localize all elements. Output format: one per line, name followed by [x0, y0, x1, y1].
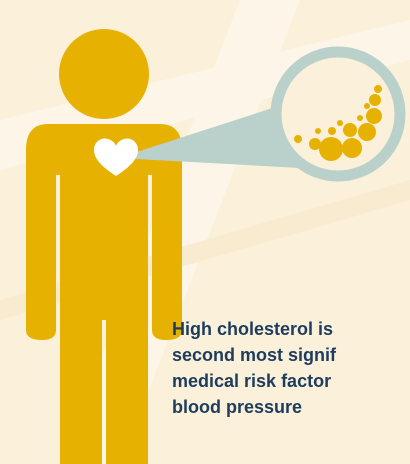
- caption-line: medical risk factor: [172, 371, 332, 391]
- person-figure: [26, 29, 182, 464]
- callout-wedge: [118, 104, 300, 168]
- caption-line: blood pressure: [172, 397, 303, 417]
- cholesterol-dots: [294, 85, 382, 161]
- magnifier: [270, 46, 406, 182]
- heart-icon: [94, 138, 138, 176]
- caption-line: High cholesterol is: [172, 319, 334, 339]
- caption: High cholesterol is second most signif m…: [172, 316, 410, 420]
- caption-line: second most signif: [172, 345, 337, 365]
